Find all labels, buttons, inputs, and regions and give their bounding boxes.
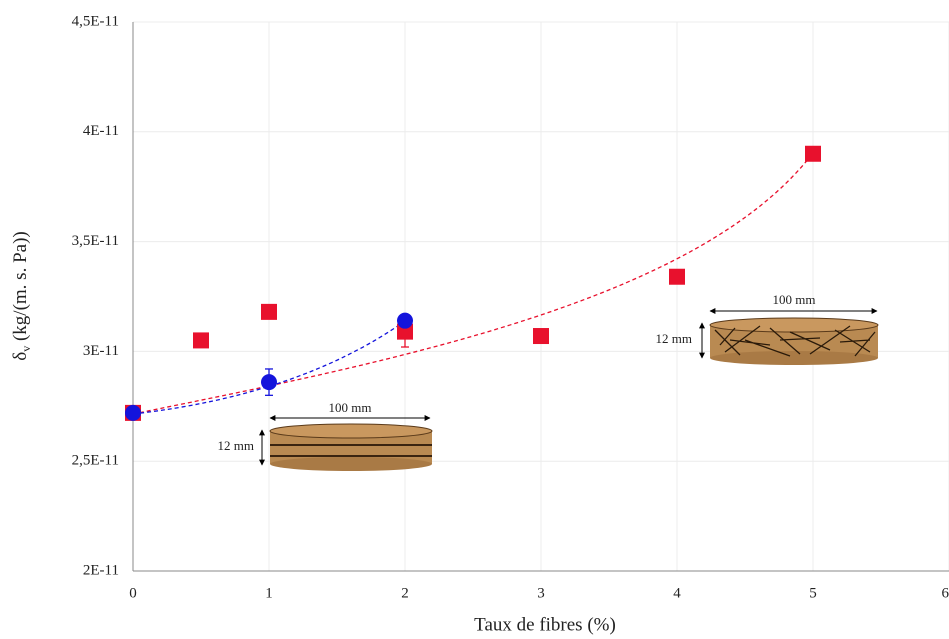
point bbox=[193, 332, 209, 349]
x-tick-label: 2 bbox=[401, 585, 409, 601]
inset-label: 12 mm bbox=[218, 438, 254, 453]
point bbox=[805, 145, 821, 162]
specimen-inset: 100 mm 12 mm bbox=[656, 292, 879, 365]
point bbox=[397, 323, 413, 340]
y-tick-label: 2E-11 bbox=[83, 562, 119, 578]
x-axis-label: Taux de fibres (%) bbox=[474, 614, 616, 635]
y-label-unit: (kg/(m. s. Pa)) bbox=[10, 231, 31, 346]
x-tick-label: 0 bbox=[129, 585, 137, 601]
x-tick-label: 5 bbox=[809, 585, 817, 601]
grid bbox=[132, 21, 949, 572]
y-label-subscript: v bbox=[19, 346, 33, 352]
point bbox=[261, 374, 277, 391]
point bbox=[533, 328, 549, 345]
trend-line bbox=[132, 320, 406, 415]
trend-line bbox=[132, 152, 814, 415]
y-tick-label: 3E-11 bbox=[83, 343, 119, 359]
point bbox=[397, 312, 413, 329]
y-tick-label: 2,5E-11 bbox=[72, 453, 119, 469]
x-tick-label: 1 bbox=[265, 585, 273, 601]
inset-label: 100 mm bbox=[329, 400, 372, 415]
y-tick-label: 4E-11 bbox=[83, 123, 119, 139]
y-axis-label: δv (kg/(m. s. Pa)) bbox=[10, 231, 32, 360]
x-tick-label: 3 bbox=[537, 585, 545, 601]
y-tick-label: 4,5E-11 bbox=[72, 13, 119, 29]
x-tick-label: 6 bbox=[942, 585, 949, 601]
y-label-symbol: δ bbox=[10, 352, 31, 361]
x-tick-label: 4 bbox=[673, 585, 681, 601]
y-tick-label: 3,5E-11 bbox=[72, 233, 119, 249]
inset-label: 12 mm bbox=[656, 331, 692, 346]
point bbox=[125, 404, 141, 421]
specimen-inset: 100 mm 12 mm bbox=[218, 400, 433, 471]
point bbox=[669, 268, 685, 285]
inset-label: 100 mm bbox=[773, 292, 816, 307]
point bbox=[261, 303, 277, 320]
